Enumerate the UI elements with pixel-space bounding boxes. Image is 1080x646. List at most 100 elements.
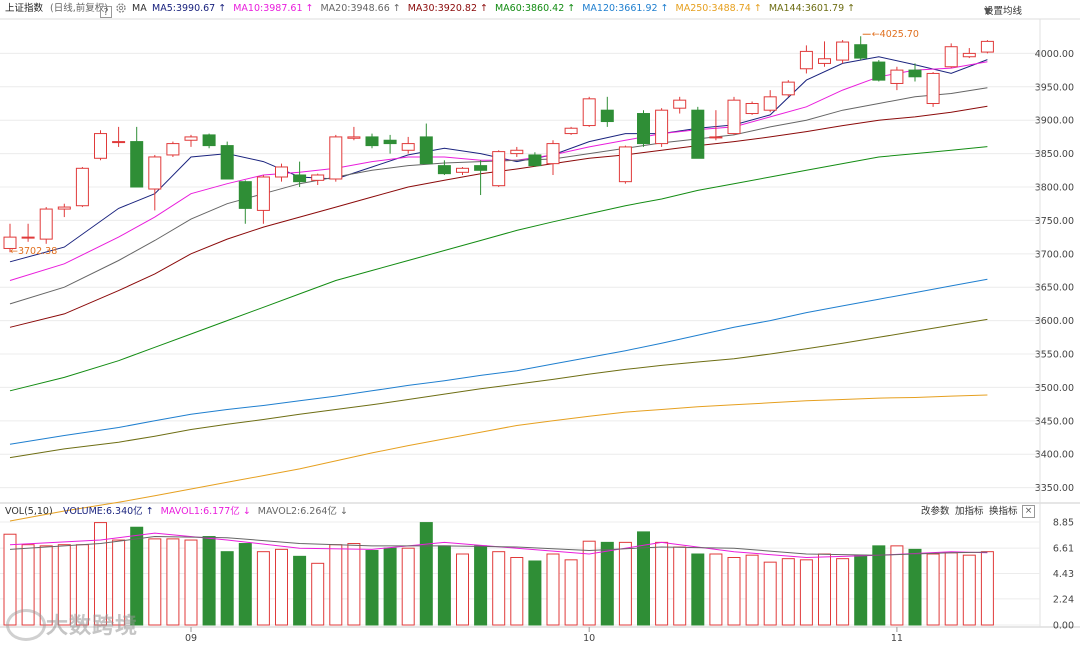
mavol-line-mavol1 — [9, 532, 988, 559]
switch-indicator-button[interactable]: 换指标 — [989, 506, 1018, 517]
candle-up — [546, 143, 560, 165]
volume-tick-label: 2.24 — [1053, 594, 1074, 605]
change-params-button[interactable]: 改参数 — [921, 506, 950, 517]
volume-bar — [836, 558, 850, 626]
candle-down — [293, 174, 307, 183]
volume-bar — [618, 541, 632, 626]
volume-value-1: MAVOL1:6.177亿 ↓ — [160, 506, 251, 517]
volume-bar — [745, 554, 759, 626]
candle-up — [57, 206, 71, 210]
ma-value-1: MA10:3987.61 ↑ — [233, 3, 314, 14]
close-icon[interactable]: × — [1022, 505, 1035, 518]
price-tick-label: 3500.00 — [1035, 383, 1074, 394]
mavol-line-mavol2 — [9, 535, 988, 556]
volume-bar — [401, 547, 415, 626]
volume-bar — [872, 545, 886, 626]
candle-up — [311, 174, 325, 181]
volume-bar — [419, 522, 433, 626]
volume-tick-label: 8.85 — [1053, 518, 1074, 529]
volume-bar — [854, 554, 868, 626]
candle-down — [220, 145, 234, 180]
volume-bar — [655, 541, 669, 626]
high-annotation: ←4025.70 — [872, 29, 919, 40]
volume-bar — [799, 559, 813, 626]
candle-up — [456, 167, 469, 173]
volume-value-0: VOLUME:6.340亿 ↑ — [63, 506, 154, 517]
candle-up — [962, 52, 976, 58]
candle-up — [709, 136, 723, 139]
ma-line-ma30 — [9, 105, 988, 328]
volume-tick-label: 4.43 — [1053, 569, 1074, 580]
price-tick-label: 3550.00 — [1035, 350, 1074, 361]
ma-line-ma120 — [9, 278, 988, 445]
price-tick-label: 3650.00 — [1035, 283, 1074, 294]
volume-bar — [474, 545, 488, 626]
volume-bar — [130, 526, 144, 626]
candle-down — [908, 69, 922, 78]
volume-bar — [238, 543, 252, 626]
candle-down — [854, 44, 868, 59]
volume-bar — [365, 550, 379, 626]
candle-up — [836, 41, 850, 61]
volume-bar — [528, 560, 542, 626]
volume-bar — [781, 558, 795, 626]
volume-bar — [256, 551, 270, 626]
candle-down — [872, 61, 886, 81]
candle-down — [474, 165, 488, 171]
candle-up — [39, 208, 53, 240]
volume-bar — [437, 545, 451, 626]
price-tick-label: 3900.00 — [1035, 116, 1074, 127]
candle-up — [818, 58, 831, 64]
volume-bar — [944, 552, 958, 626]
candle-down — [691, 109, 705, 159]
candle-up — [275, 166, 288, 178]
candle-up — [166, 143, 180, 156]
volume-bar — [347, 543, 361, 626]
volume-values-list: VOLUME:6.340亿 ↑ MAVOL1:6.177亿 ↓ MAVOL2:6.2… — [63, 506, 355, 518]
volume-bar — [39, 545, 53, 626]
candle-up — [21, 236, 35, 239]
chevron-down-icon: ▼ — [984, 6, 992, 17]
price-tick-label: 3400.00 — [1035, 450, 1074, 461]
volume-bar — [727, 556, 741, 626]
candle-up — [256, 176, 270, 211]
candle-up — [3, 236, 17, 249]
volume-bar — [510, 556, 524, 626]
price-tick-label: 3450.00 — [1035, 416, 1074, 427]
candle-up — [926, 72, 940, 105]
ma-value-3: MA30:3920.82 ↑ — [407, 3, 488, 14]
volume-bar — [564, 559, 578, 626]
volume-bar — [926, 553, 940, 626]
ma-line-ma20 — [9, 87, 988, 305]
add-indicator-button[interactable]: 加指标 — [955, 506, 984, 517]
volume-title: VOL(5,10) — [5, 506, 53, 517]
candle-up — [655, 109, 669, 145]
ma-value-6: MA250:3488.74 ↑ — [675, 3, 762, 14]
candle-up — [763, 96, 777, 111]
candle-down — [437, 165, 451, 175]
volume-bar — [908, 548, 922, 626]
volume-bar — [691, 553, 705, 626]
ma-values-list: MA5:3990.67 ↑ MA10:3987.61 ↑ MA20:3948.66 … — [152, 3, 862, 15]
candle-up — [184, 136, 198, 141]
price-tick-label: 3350.00 — [1035, 483, 1074, 494]
ma-value-4: MA60:3860.42 ↑ — [494, 3, 576, 14]
volume-bar — [763, 561, 777, 626]
volume-bar — [202, 536, 216, 626]
date-label: 10 — [583, 633, 595, 644]
volume-bar — [166, 538, 180, 626]
candle-up — [944, 46, 958, 68]
volume-bar — [980, 551, 994, 626]
candle-up — [582, 98, 596, 127]
gear-icon[interactable] — [115, 2, 127, 18]
candle-up — [781, 81, 795, 96]
volume-bar — [673, 546, 687, 626]
date-label: 09 — [185, 633, 197, 644]
volume-bar — [709, 553, 723, 626]
volume-bar — [546, 553, 560, 626]
volume-bar — [600, 541, 614, 626]
volume-bar — [148, 538, 162, 626]
volume-bar — [329, 544, 343, 626]
volume-bar — [311, 562, 325, 626]
